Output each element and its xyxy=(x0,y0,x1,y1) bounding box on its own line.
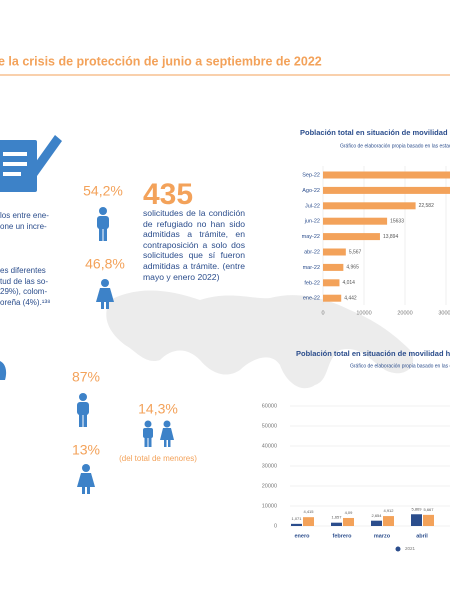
chart-title: Población total en situación de movilida… xyxy=(296,349,450,358)
value-label: 4,09 xyxy=(345,510,354,515)
bar xyxy=(323,202,416,210)
male-icon xyxy=(77,393,89,427)
value-label: 4,415 xyxy=(303,509,314,514)
male-icon xyxy=(97,207,109,241)
bar xyxy=(291,523,302,526)
person-icon xyxy=(0,361,7,380)
value-label: 4,014 xyxy=(342,280,355,286)
stat-children: 14,3% xyxy=(138,401,178,417)
stat-female: 46,8% xyxy=(85,256,125,272)
value-label: 4,965 xyxy=(346,265,359,271)
value-label: 5,567 xyxy=(349,249,362,255)
y-tick-label: mar-22 xyxy=(303,265,320,271)
children-note: (del total de menores) xyxy=(119,454,197,463)
text-line: es diferentes xyxy=(0,266,46,275)
bar xyxy=(423,514,434,526)
y-tick-label: 60000 xyxy=(262,403,277,409)
value-label: 15633 xyxy=(390,219,404,225)
document-icon xyxy=(0,135,62,192)
bar xyxy=(303,517,314,526)
x-tick-label: 0 xyxy=(321,310,324,316)
text-line: 29%), colom- xyxy=(0,287,48,296)
stat-minor-male: 87% xyxy=(72,369,100,385)
value-label: 1,071 xyxy=(291,516,302,521)
left-text: los entre ene-one un incre- xyxy=(0,211,49,232)
y-tick-label: Sep-22 xyxy=(302,172,320,178)
x-tick-label: febrero xyxy=(333,533,353,539)
y-tick-label: Jul-22 xyxy=(305,203,320,209)
y-tick-label: 40000 xyxy=(262,443,277,449)
bar xyxy=(323,248,346,256)
bar xyxy=(323,171,450,179)
bar xyxy=(323,294,342,302)
stat-minor-female: 13% xyxy=(72,442,100,458)
value-label: 4,442 xyxy=(344,296,357,302)
text-line: oreña (4%).¹³⁸ xyxy=(0,297,51,307)
value-label: 13,894 xyxy=(383,234,399,240)
bar xyxy=(371,520,382,526)
female-icon xyxy=(96,279,114,309)
stat-big-number: 435 xyxy=(143,178,193,211)
x-tick-label: marzo xyxy=(374,533,391,539)
bar xyxy=(331,522,342,526)
value-label: 5,667 xyxy=(423,507,434,512)
y-tick-label: jun-22 xyxy=(304,219,320,225)
value-label: 4,912 xyxy=(383,508,394,513)
value-label: 2,654 xyxy=(371,513,382,518)
x-tick-label: 20000 xyxy=(397,310,412,316)
y-tick-label: 50000 xyxy=(262,423,277,429)
text-line: one un incre- xyxy=(0,221,47,231)
legend-marker xyxy=(395,546,401,552)
left-text: es diferentes tud de las so- 29%), colom-o… xyxy=(0,266,51,308)
map-silhouette xyxy=(106,290,414,389)
y-tick-label: 10000 xyxy=(262,503,277,509)
bar xyxy=(411,514,422,526)
x-tick-label: abril xyxy=(416,533,428,539)
big-number-text: solicitudes de la condición de refugiado… xyxy=(143,208,245,282)
x-tick-label: 30000 xyxy=(438,310,450,316)
bar xyxy=(343,517,354,526)
y-tick-label: may-22 xyxy=(302,234,320,240)
y-tick-label: Ago-22 xyxy=(302,188,320,194)
y-tick-label: ene-22 xyxy=(303,296,320,302)
bar xyxy=(323,279,340,287)
text-line: tud de las so- xyxy=(0,276,49,286)
bar xyxy=(323,233,380,241)
chart-title: Población total en situación de movilida… xyxy=(300,128,450,137)
text-line: los entre ene- xyxy=(0,211,49,220)
bar xyxy=(323,186,450,194)
page-title: e la crisis de protección de junio a sep… xyxy=(0,54,322,68)
y-tick-label: 30000 xyxy=(262,463,277,469)
female-icon xyxy=(77,464,95,494)
chart-subtitle: Gráfico de elaboración propia basado en … xyxy=(350,363,450,369)
legend-label: 2021 xyxy=(405,546,416,551)
value-label: 22,582 xyxy=(419,203,435,209)
bar xyxy=(323,263,344,271)
y-tick-label: abr-22 xyxy=(304,249,320,255)
bar xyxy=(323,217,388,225)
chart-subtitle: Gráfico de elaboración propia basado en … xyxy=(340,143,450,149)
value-label: 1,657 xyxy=(331,515,342,520)
stat-male: 54,2% xyxy=(83,183,123,199)
y-tick-label: 0 xyxy=(274,523,277,529)
bar xyxy=(383,516,394,526)
children-icon xyxy=(143,420,174,447)
y-tick-label: 20000 xyxy=(262,483,277,489)
x-tick-label: enero xyxy=(295,533,311,539)
y-tick-label: feb-22 xyxy=(304,280,320,286)
value-label: 5,869 xyxy=(411,506,422,511)
x-tick-label: 10000 xyxy=(356,310,371,316)
